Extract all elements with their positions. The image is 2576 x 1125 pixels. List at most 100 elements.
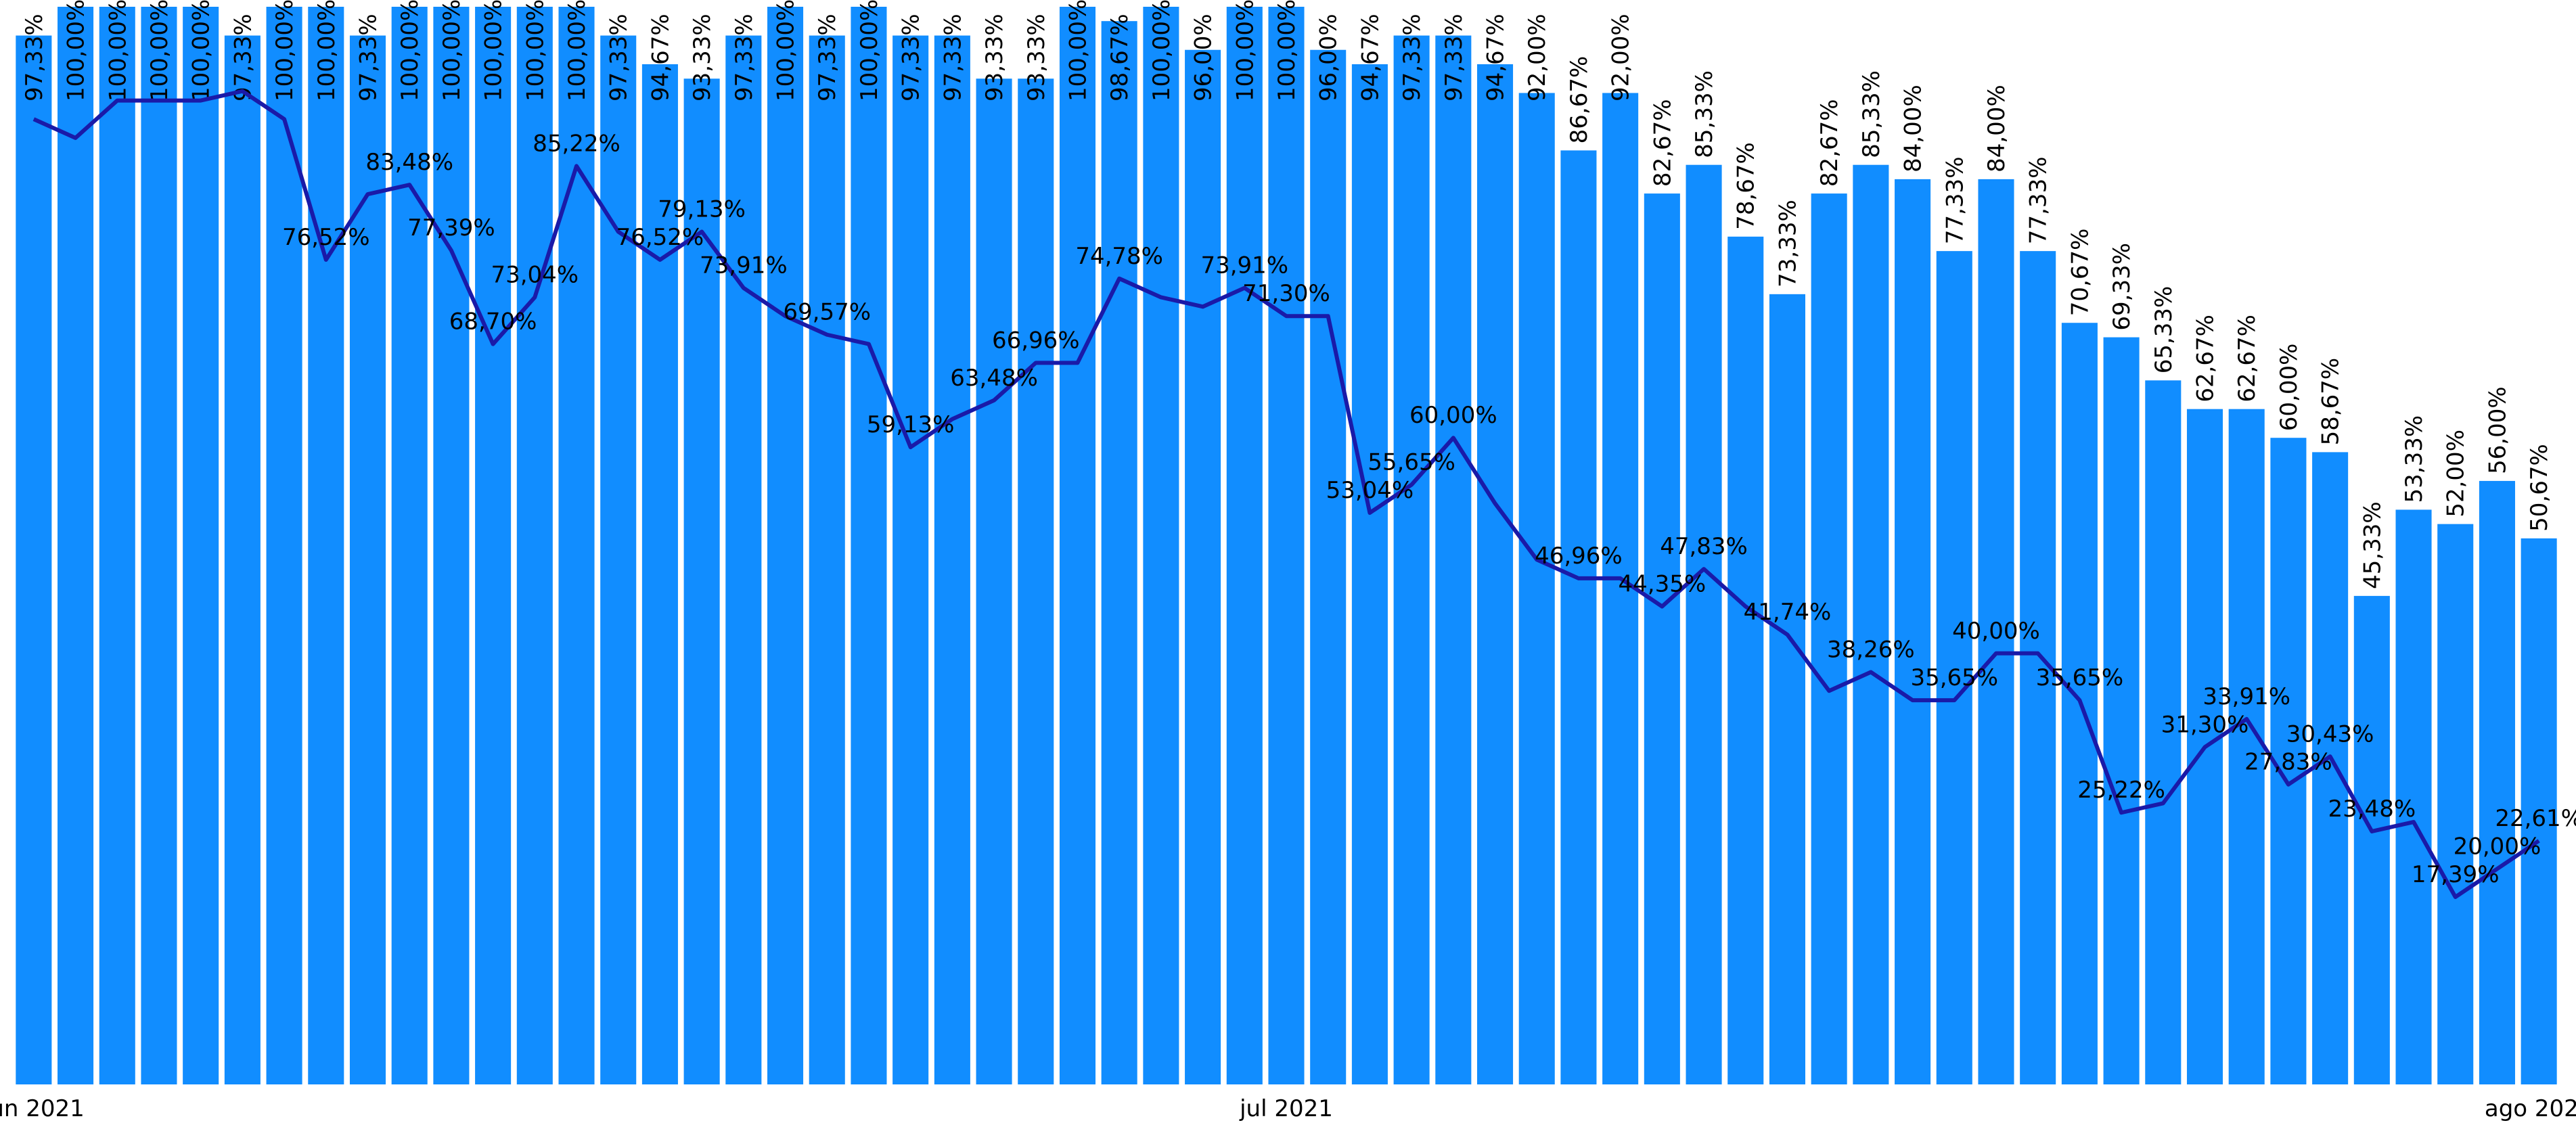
bar-value-label: 100,00% xyxy=(1231,0,1259,101)
bar xyxy=(1978,179,2014,1084)
bar-value-label: 84,00% xyxy=(1900,85,1927,173)
bar-value-label: 62,67% xyxy=(2192,315,2219,403)
bar xyxy=(308,7,344,1084)
bar xyxy=(2228,409,2265,1084)
line-value-label: 44,35% xyxy=(1619,571,1707,598)
bar-value-label: 100,00% xyxy=(1064,0,1091,101)
bar-value-label: 84,00% xyxy=(1983,85,2010,173)
line-value-label: 35,65% xyxy=(2036,664,2124,691)
line-value-label: 77,39% xyxy=(407,214,495,242)
line-value-label: 22,61% xyxy=(2495,805,2576,832)
bar xyxy=(183,7,219,1084)
bar xyxy=(641,64,678,1085)
bar xyxy=(976,78,1012,1085)
bar-value-label: 98,67% xyxy=(1106,14,1133,101)
bar-value-label: 85,33% xyxy=(1691,70,1718,158)
line-value-label: 85,22% xyxy=(533,130,620,157)
bar-value-label: 97,33% xyxy=(814,14,841,101)
bar xyxy=(2395,509,2432,1084)
line-value-label: 53,04% xyxy=(1326,477,1414,504)
bar-value-label: 45,33% xyxy=(2359,501,2386,589)
line-value-label: 17,39% xyxy=(2412,861,2500,888)
line xyxy=(32,89,2540,899)
bar xyxy=(1686,164,1722,1084)
bar xyxy=(1853,164,1889,1084)
bar-value-label: 97,33% xyxy=(731,14,758,101)
bar xyxy=(1895,179,1931,1084)
line-value-label: 68,70% xyxy=(449,308,537,336)
bar xyxy=(1936,251,1972,1085)
bar xyxy=(16,35,52,1085)
bar xyxy=(600,35,637,1085)
bar xyxy=(1393,35,1430,1085)
bar-value-label: 100,00% xyxy=(856,0,883,101)
bar xyxy=(851,7,887,1084)
bar-value-label: 100,00% xyxy=(1273,0,1301,101)
line-value-label: 31,30% xyxy=(2161,711,2249,738)
line-value-label: 76,52% xyxy=(616,224,704,251)
bar xyxy=(1727,236,1764,1085)
x-tick-label: jul 2021 xyxy=(1239,1095,1333,1122)
bar-value-label: 96,00% xyxy=(1190,14,1217,101)
bar-value-label: 97,33% xyxy=(229,14,256,101)
bar xyxy=(1101,21,1137,1085)
bar xyxy=(224,35,261,1085)
bar xyxy=(767,7,804,1084)
bar-value-label: 53,33% xyxy=(2401,415,2428,503)
bar xyxy=(2437,524,2474,1084)
bar xyxy=(1435,35,1472,1085)
bar-value-label: 100,00% xyxy=(480,0,507,101)
line-value-label: 79,13% xyxy=(658,196,746,223)
bar xyxy=(2353,595,2390,1084)
bar xyxy=(141,7,177,1084)
bar xyxy=(2270,438,2307,1084)
bar xyxy=(58,7,94,1084)
line-value-label: 73,04% xyxy=(491,261,579,288)
bar-value-label: 65,33% xyxy=(2150,286,2177,374)
line-value-label: 23,48% xyxy=(2328,796,2416,823)
bar-value-label: 97,33% xyxy=(606,14,633,101)
bar-value-label: 85,33% xyxy=(1858,70,1885,158)
bar-value-label: 93,33% xyxy=(981,14,1008,101)
line-value-label: 35,65% xyxy=(1910,664,1998,691)
bar xyxy=(1769,294,1805,1085)
bar xyxy=(1143,7,1179,1084)
bar-value-label: 100,00% xyxy=(63,0,90,101)
line-value-label: 38,26% xyxy=(1827,637,1915,664)
bar xyxy=(2479,480,2515,1084)
bar-value-label: 77,33% xyxy=(1941,156,1968,244)
line-value-label: 74,78% xyxy=(1075,243,1163,270)
bar-value-label: 73,33% xyxy=(1774,200,1801,288)
line-value-label: 60,00% xyxy=(1409,402,1497,429)
bar-value-label: 100,00% xyxy=(522,0,549,101)
bar-value-label: 58,67% xyxy=(2318,358,2345,446)
line-value-label: 47,83% xyxy=(1660,533,1748,560)
bar-value-label: 50,67% xyxy=(2526,444,2553,532)
bar-value-label: 100,00% xyxy=(438,0,466,101)
bar xyxy=(1226,7,1263,1084)
bar-value-label: 77,33% xyxy=(2025,156,2052,244)
bar xyxy=(1560,150,1597,1084)
line-value-label: 66,96% xyxy=(992,327,1080,354)
bar xyxy=(1811,193,1847,1084)
line-value-label: 55,65% xyxy=(1368,449,1455,476)
bar xyxy=(1518,93,1555,1085)
bar xyxy=(1476,64,1514,1085)
bar-value-label: 97,33% xyxy=(1399,14,1426,101)
bar xyxy=(1310,49,1347,1085)
bar-value-label: 100,00% xyxy=(773,0,800,101)
bar-value-label: 100,00% xyxy=(1148,0,1175,101)
bar xyxy=(99,7,135,1084)
bar-value-label: 78,67% xyxy=(1733,142,1760,230)
bar-value-label: 92,00% xyxy=(1524,14,1551,101)
bar-value-label: 94,67% xyxy=(1357,14,1384,101)
line-value-label: 27,83% xyxy=(2244,749,2332,776)
bar xyxy=(1644,193,1680,1084)
bar-value-label: 93,33% xyxy=(1023,14,1050,101)
line-value-label: 30,43% xyxy=(2286,720,2374,748)
line-value-label: 20,00% xyxy=(2454,833,2541,860)
bar-value-label: 86,67% xyxy=(1566,56,1593,144)
bar-value-label: 100,00% xyxy=(397,0,424,101)
bar xyxy=(1351,64,1388,1085)
